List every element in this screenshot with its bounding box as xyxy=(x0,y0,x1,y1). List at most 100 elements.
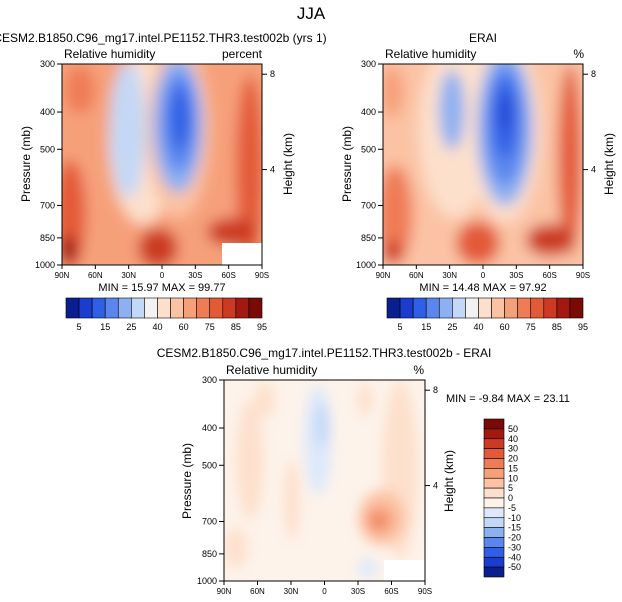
colorbar-label: 95 xyxy=(578,322,588,332)
field-positive-region xyxy=(255,382,275,418)
field-dry-core xyxy=(500,94,510,130)
colorbar-box xyxy=(91,297,106,319)
colorbar-box xyxy=(478,297,492,319)
colorbar-box xyxy=(144,297,158,319)
colorbar-box xyxy=(483,517,505,528)
x-tick-label: 60N xyxy=(409,271,424,280)
field-negative-region xyxy=(358,558,378,578)
colorbar-label: 10 xyxy=(508,473,518,483)
panel-diff-height-ticks: 84 xyxy=(425,385,438,491)
panel-model-height-ticks: 84 xyxy=(262,69,275,175)
colorbar-box xyxy=(196,297,211,319)
panel-erai-title: ERAI xyxy=(469,31,497,45)
colorbar-box xyxy=(452,297,466,319)
colorbar-label: 85 xyxy=(231,322,241,332)
panel-diff-left-label: Relative humidity xyxy=(226,363,317,377)
colorbar-box xyxy=(157,297,171,319)
y-tick-label: 300 xyxy=(202,375,217,385)
colorbar-label: -20 xyxy=(508,533,521,543)
colorbar-label: 25 xyxy=(447,322,457,332)
colorbar-box xyxy=(556,297,571,319)
height-tick-label: 4 xyxy=(270,165,275,175)
panel-model-x-ticks: 90N 60N 30N 0 30S 60S 90S xyxy=(55,265,269,280)
field-moist-region xyxy=(138,228,178,265)
panel-diff-title: CESM2.B1850.C96_mg17.intel.PE1152.THR3.t… xyxy=(157,346,492,360)
colorbar-box xyxy=(412,297,427,319)
field-moist-region xyxy=(456,221,500,265)
field-moist-region xyxy=(207,218,257,246)
y-tick-label: 1000 xyxy=(35,260,55,270)
panel-model-field xyxy=(62,64,262,265)
panel-model: CESM2.B1850.C96_mg17.intel.PE1152.THR3.t… xyxy=(0,31,327,332)
colorbar-label: 5 xyxy=(508,483,513,493)
panel-model-stats: MIN = 15.97 MAX = 99.77 xyxy=(98,282,225,294)
colorbar-box xyxy=(222,297,237,319)
height-tick-label: 4 xyxy=(433,481,438,491)
field-dry-core xyxy=(170,86,190,150)
y-tick-label: 400 xyxy=(40,107,55,117)
colorbar-box xyxy=(483,527,505,538)
colorbar-box xyxy=(483,458,505,469)
colorbar-label: 60 xyxy=(179,322,189,332)
colorbar-box xyxy=(569,297,584,319)
colorbar-box xyxy=(399,297,414,319)
colorbar-box xyxy=(530,297,545,319)
field-positive-region xyxy=(372,515,384,527)
colorbar-box xyxy=(517,297,532,319)
colorbar-box xyxy=(131,297,145,319)
colorbar-label: -30 xyxy=(508,542,521,552)
colorbar-box xyxy=(386,297,401,319)
panel-model-ylabel-right: Height (km) xyxy=(281,133,295,195)
field-missing-area xyxy=(384,560,425,581)
colorbar-box xyxy=(483,556,505,568)
colorbar-box xyxy=(483,418,505,430)
height-tick-label: 8 xyxy=(591,69,596,79)
colorbar-label: 5 xyxy=(77,322,82,332)
panel-erai-field xyxy=(383,64,583,265)
field-missing-area xyxy=(222,243,262,265)
y-tick-label: 500 xyxy=(361,144,376,154)
colorbar-box xyxy=(491,297,505,319)
colorbar-box xyxy=(78,297,93,319)
colorbar-box xyxy=(483,537,505,548)
panel-model-ylabel: Pressure (mb) xyxy=(19,126,33,202)
colorbar-label: -15 xyxy=(508,523,521,533)
y-tick-label: 700 xyxy=(40,200,55,210)
colorbar-label: 40 xyxy=(152,322,162,332)
panel-model-right-label: percent xyxy=(222,47,263,61)
x-tick-label: 60S xyxy=(384,587,398,596)
panel-erai-ylabel-right: Height (km) xyxy=(602,133,616,195)
x-tick-label: 60N xyxy=(88,271,103,280)
colorbar-label: 15 xyxy=(421,322,431,332)
field-positive-region xyxy=(224,528,248,568)
field-dry-band xyxy=(110,64,146,198)
panel-diff-field xyxy=(224,380,425,581)
colorbar-label: 20 xyxy=(508,454,518,464)
panel-diff-ylabel-right: Height (km) xyxy=(442,450,456,512)
y-tick-label: 1000 xyxy=(197,576,217,586)
colorbar-box xyxy=(425,297,440,319)
colorbar-box xyxy=(543,297,558,319)
colorbar-label: 30 xyxy=(508,444,518,454)
x-tick-label: 90N xyxy=(376,271,391,280)
colorbar-label: -5 xyxy=(508,503,516,513)
field-moist-region xyxy=(383,165,413,265)
field-dry-band xyxy=(439,70,465,150)
field-positive-region xyxy=(284,460,300,540)
colorbar-box xyxy=(483,566,505,578)
colorbar-box xyxy=(104,297,119,319)
figure-title: JJA xyxy=(297,4,326,23)
x-tick-label: 90N xyxy=(55,271,70,280)
y-tick-label: 400 xyxy=(202,423,217,433)
field-moist-region xyxy=(526,224,574,256)
panel-model-colorbar: 5 15 25 40 60 75 85 95 xyxy=(65,297,267,332)
x-tick-label: 90S xyxy=(576,271,590,280)
panel-erai-height-ticks: 84 xyxy=(583,69,596,175)
colorbar-box xyxy=(483,438,505,449)
colorbar-box xyxy=(483,487,505,499)
panel-diff: CESM2.B1850.C96_mg17.intel.PE1152.THR3.t… xyxy=(157,346,570,596)
colorbar-box xyxy=(209,297,224,319)
colorbar-box xyxy=(483,497,505,509)
